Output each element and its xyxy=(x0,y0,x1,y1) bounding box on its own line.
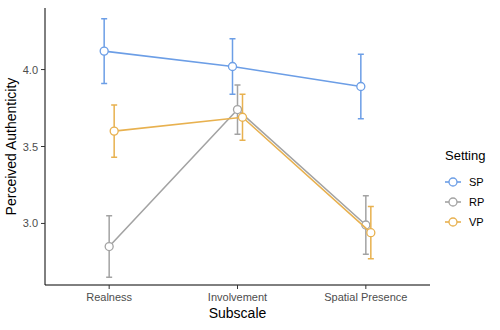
error-bar xyxy=(240,94,246,140)
error-bar xyxy=(230,39,236,94)
point xyxy=(100,47,108,55)
error-bar xyxy=(363,196,369,254)
x-tick xyxy=(109,285,110,289)
plot-marks xyxy=(100,19,375,278)
y-tick-label: 3.5 xyxy=(23,141,38,153)
chart: 3.0 3.5 4.0 Realness Involvement Spatial Pres… xyxy=(0,0,500,330)
point xyxy=(367,229,375,237)
y-tick-label: 3.0 xyxy=(23,217,38,229)
legend-label: SP xyxy=(469,176,484,188)
point xyxy=(229,62,237,70)
error-bar xyxy=(235,85,241,134)
legend-marker xyxy=(449,218,457,226)
legend-label: RP xyxy=(469,196,484,208)
legend-label: VP xyxy=(469,216,484,228)
y-tick xyxy=(41,223,45,224)
error-bar xyxy=(368,207,374,259)
x-axis-label: Subscale xyxy=(209,305,267,321)
x-tick-label: Realness xyxy=(86,291,132,303)
x-tick xyxy=(365,285,366,289)
y-tick-label: 4.0 xyxy=(23,64,38,76)
point xyxy=(239,113,247,121)
legend-marker xyxy=(449,178,457,186)
point xyxy=(105,243,113,251)
y-axis-label: Perceived Authenticity xyxy=(3,78,19,216)
point xyxy=(357,82,365,90)
y-tick xyxy=(41,146,45,147)
error-bar xyxy=(111,105,117,157)
error-bar xyxy=(106,216,112,278)
legend-title: Setting xyxy=(445,148,485,163)
error-bar xyxy=(101,19,107,84)
legend-marker xyxy=(449,198,457,206)
point xyxy=(110,127,118,135)
x-tick-label: Spatial Presence xyxy=(324,291,407,303)
point xyxy=(234,106,242,114)
x-tick-label: Involvement xyxy=(208,291,267,303)
error-bar xyxy=(358,54,364,119)
y-tick xyxy=(41,69,45,70)
x-tick xyxy=(237,285,238,289)
